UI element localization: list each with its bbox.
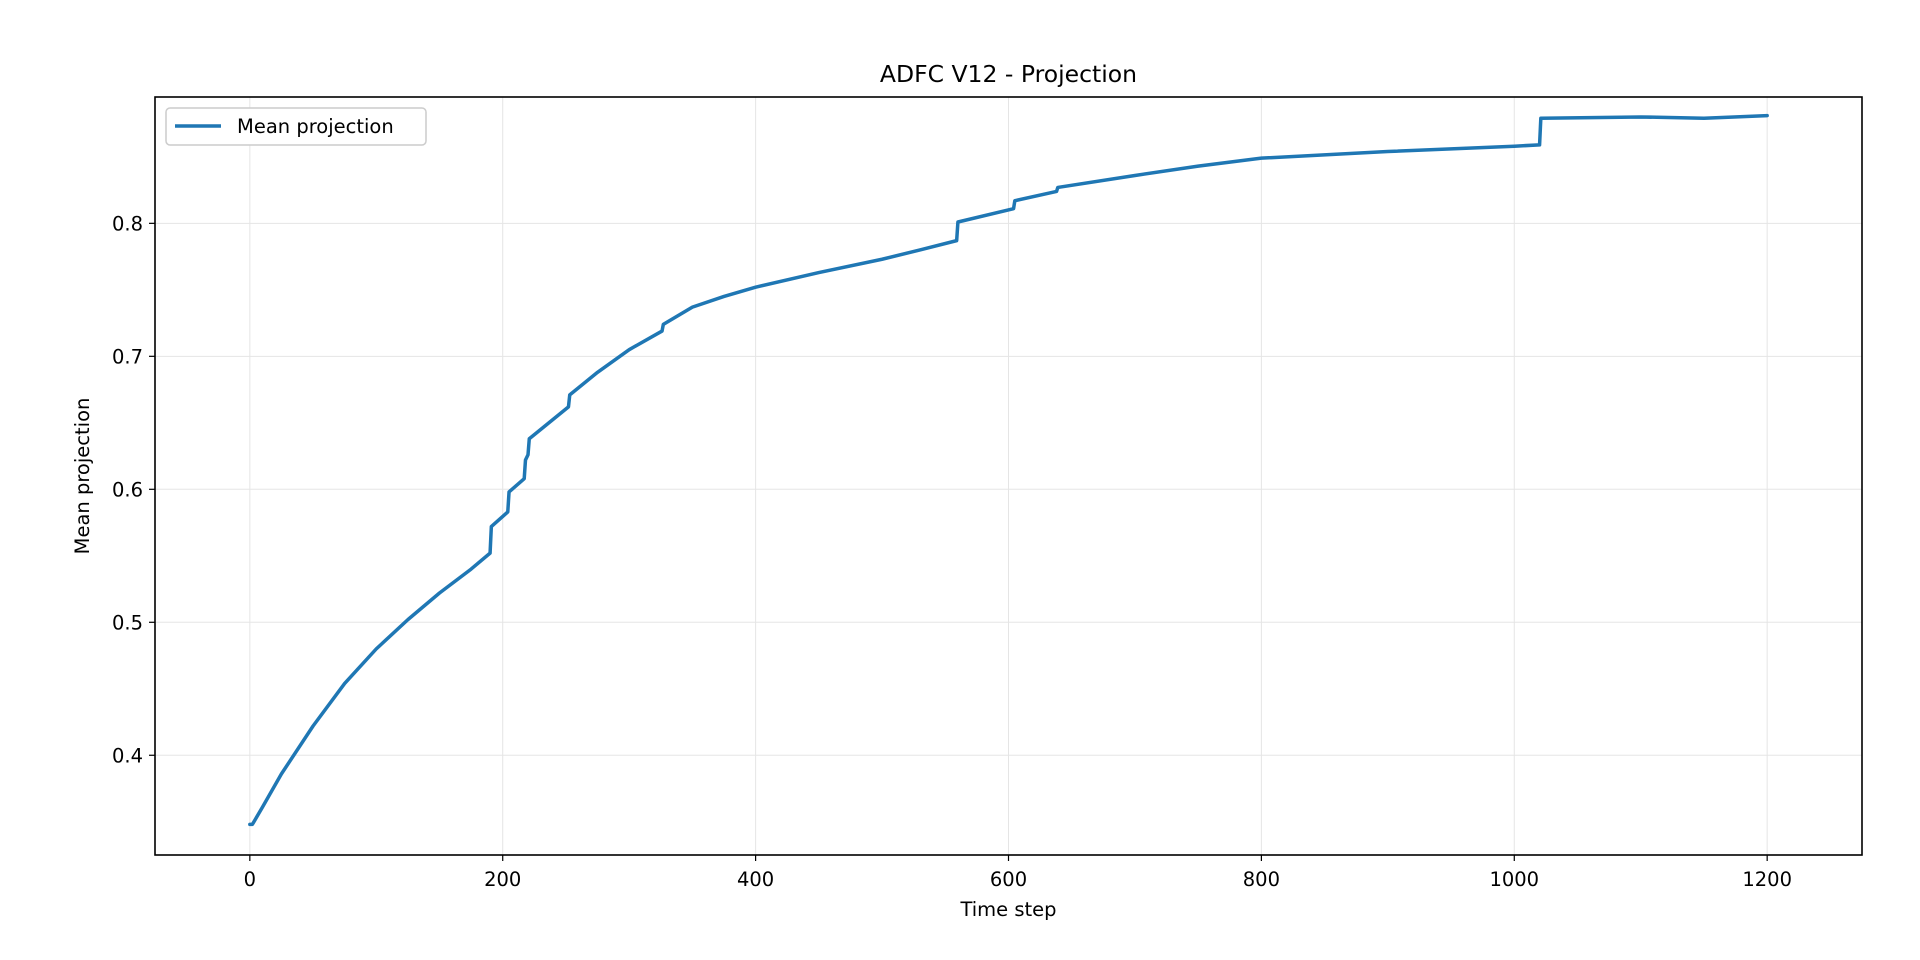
y-axis-label: Mean projection: [71, 398, 94, 555]
x-tick-label: 1200: [1742, 868, 1792, 891]
x-axis-label: Time step: [959, 898, 1056, 921]
plot-area: [248, 113, 1769, 827]
y-tick-label: 0.5: [112, 611, 143, 634]
legend-box: [165, 107, 427, 146]
chart-title: ADFC V12 - Projection: [880, 60, 1137, 88]
y-tick-label: 0.8: [112, 212, 143, 235]
x-tick-label: 200: [484, 868, 521, 891]
legend-label: Mean projection: [237, 115, 394, 138]
x-tick-label: 0: [244, 868, 256, 891]
y-tick-label: 0.4: [112, 744, 143, 767]
x-axis: 0 200 400 600 800 1000 1200: [244, 855, 1792, 891]
y-tick-label: 0.6: [112, 478, 143, 501]
x-tick-label: 600: [990, 868, 1027, 891]
x-tick-label: 1000: [1489, 868, 1539, 891]
y-tick-label: 0.7: [112, 345, 143, 368]
grid: [155, 97, 1862, 855]
x-tick-label: 800: [1243, 868, 1280, 891]
legend: Mean projection: [165, 107, 427, 146]
y-axis: 0.4 0.5 0.6 0.7 0.8: [112, 212, 155, 767]
x-tick-label: 400: [737, 868, 774, 891]
series-line: [248, 113, 1769, 827]
